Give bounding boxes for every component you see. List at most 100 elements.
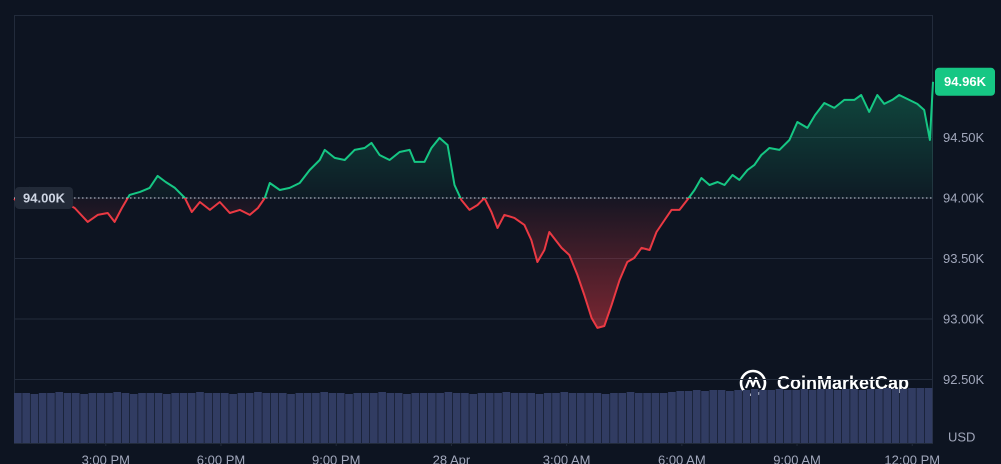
y-tick-label: 94.50K [943, 130, 985, 145]
area-up [16, 81, 933, 198]
watermark-text: CoinMarketCap [777, 373, 909, 393]
volume-bar [717, 390, 726, 443]
volume-bar [427, 393, 436, 443]
volume-bar [262, 393, 271, 443]
volume-bar [22, 393, 30, 443]
volume-bar [229, 394, 237, 443]
volume-bar [353, 393, 362, 443]
volume-bar [88, 393, 97, 443]
volume-bar [825, 389, 834, 443]
volume-bar [568, 393, 577, 443]
volume-bar [833, 390, 842, 443]
volume-bar [709, 390, 718, 443]
volume-bar [163, 394, 171, 443]
volume-bar [444, 392, 453, 443]
volume-bar [105, 393, 113, 443]
volume-bar [767, 390, 776, 443]
y-tick-label: 93.00K [943, 311, 985, 326]
volume-bar [129, 394, 138, 443]
volume-bar [651, 393, 660, 443]
volume-bar [742, 390, 751, 443]
volume-bar [659, 393, 668, 443]
price-tag-label: 94.96K [944, 74, 987, 89]
volume-bar [328, 393, 337, 443]
volume-bar [63, 393, 72, 443]
volume-bar [212, 393, 221, 443]
volume-bar [734, 390, 742, 443]
volume-bar [146, 393, 155, 443]
volume-bar [403, 394, 411, 443]
volume-bar [154, 393, 163, 443]
volume-bar [808, 390, 817, 443]
volume-bar [477, 393, 486, 443]
volume-bar [38, 393, 47, 443]
volume-bar [850, 389, 858, 443]
volume-bar [891, 389, 900, 443]
volume-bar [585, 393, 593, 443]
volume-bar [610, 393, 618, 443]
volume-bar [726, 391, 734, 443]
baseline-tag [15, 186, 73, 209]
volume-bar [841, 389, 850, 443]
volume-bar [411, 393, 420, 443]
x-tick-label: 9:00 AM [773, 452, 821, 464]
price-line-up [15, 81, 934, 198]
volume-bar [783, 390, 792, 443]
volume-bar [270, 393, 279, 443]
volume-bar [171, 393, 179, 443]
volume-bar [792, 390, 800, 443]
volume-bar [336, 393, 345, 443]
volume-bar [759, 390, 767, 443]
volume-bar [692, 390, 701, 443]
x-tick-label: 3:00 PM [82, 452, 130, 464]
volume-bar [204, 393, 213, 443]
volume-bar [14, 393, 22, 443]
volume-bar [626, 392, 635, 443]
volume-bar [452, 393, 461, 443]
volume-bar [866, 389, 875, 443]
volume-bar [750, 389, 759, 443]
volume-bar [601, 394, 610, 443]
volume-bar [220, 393, 229, 443]
volume-bar [552, 393, 560, 443]
volume-bar [676, 391, 685, 443]
volume-bar [461, 393, 469, 443]
price-tag [935, 67, 995, 96]
x-tick-label: 6:00 PM [197, 452, 245, 464]
x-tick-label: 9:00 PM [312, 452, 360, 464]
volume-bar [775, 389, 784, 443]
volume-bar [618, 393, 627, 443]
volume-bar [370, 393, 378, 443]
volume-bar [560, 392, 569, 443]
volume-bar [510, 393, 519, 443]
volume-bar [47, 393, 55, 443]
volume-bar [485, 393, 494, 443]
volume-bar [55, 392, 64, 443]
volume-bar [96, 393, 105, 443]
volume-bar [237, 393, 246, 443]
volume-bar [436, 393, 444, 443]
volume-bar [494, 393, 502, 443]
y-tick-label: 92.50K [943, 372, 985, 387]
volume-bar [254, 392, 262, 443]
volume-bar [303, 393, 312, 443]
volume-bar [899, 389, 908, 443]
x-tick-label: 28 Apr [433, 452, 471, 464]
volume-bar [701, 391, 709, 443]
volume-bar [543, 393, 552, 443]
volume-bar [187, 393, 196, 443]
volume-bar [519, 393, 527, 443]
x-tick-label: 3:00 AM [543, 452, 591, 464]
volume-bar [113, 392, 122, 443]
volume-bar [30, 394, 39, 443]
volume-bar [684, 391, 693, 443]
volume-bar [71, 393, 80, 443]
volume-bar [179, 393, 188, 443]
volume-bar [908, 388, 916, 443]
volume-bar [643, 393, 651, 443]
volume-bar [320, 392, 329, 443]
area-down [14, 197, 933, 328]
price-line-down [13, 197, 690, 329]
